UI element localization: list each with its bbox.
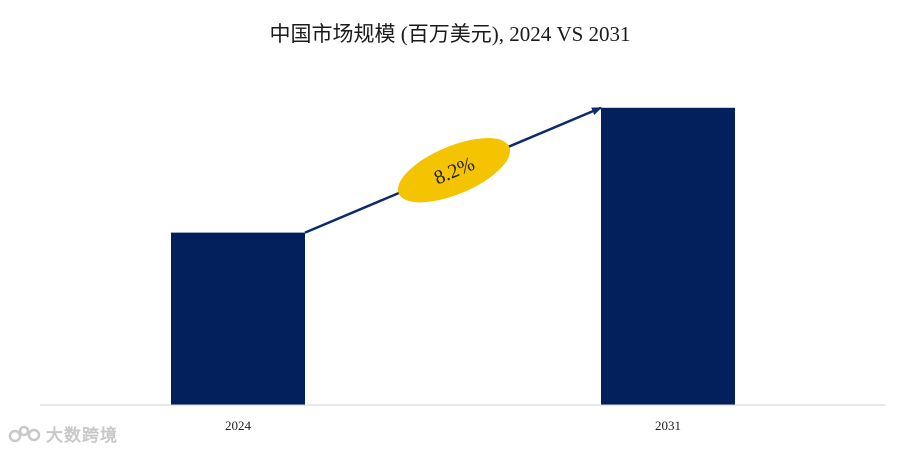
bars-layer [171, 107, 735, 406]
chart-title: 中国市场规模 (百万美元), 2024 VS 2031 [269, 22, 631, 46]
x-tick-label-2024: 2024 [225, 418, 252, 433]
watermark: 大数跨境 [8, 421, 118, 446]
watermark-text: 大数跨境 [46, 426, 118, 446]
ticks-layer: 2024 2031 [225, 418, 681, 433]
growth-badge: 8.2% [397, 138, 511, 203]
bar-2031 [601, 107, 735, 406]
growth-annotation: 8.2% [304, 106, 602, 234]
bar-2024 [171, 232, 305, 405]
growth-ellipse [397, 138, 511, 203]
x-tick-label-2031: 2031 [655, 418, 681, 433]
watermark-logo-icon [8, 423, 42, 445]
